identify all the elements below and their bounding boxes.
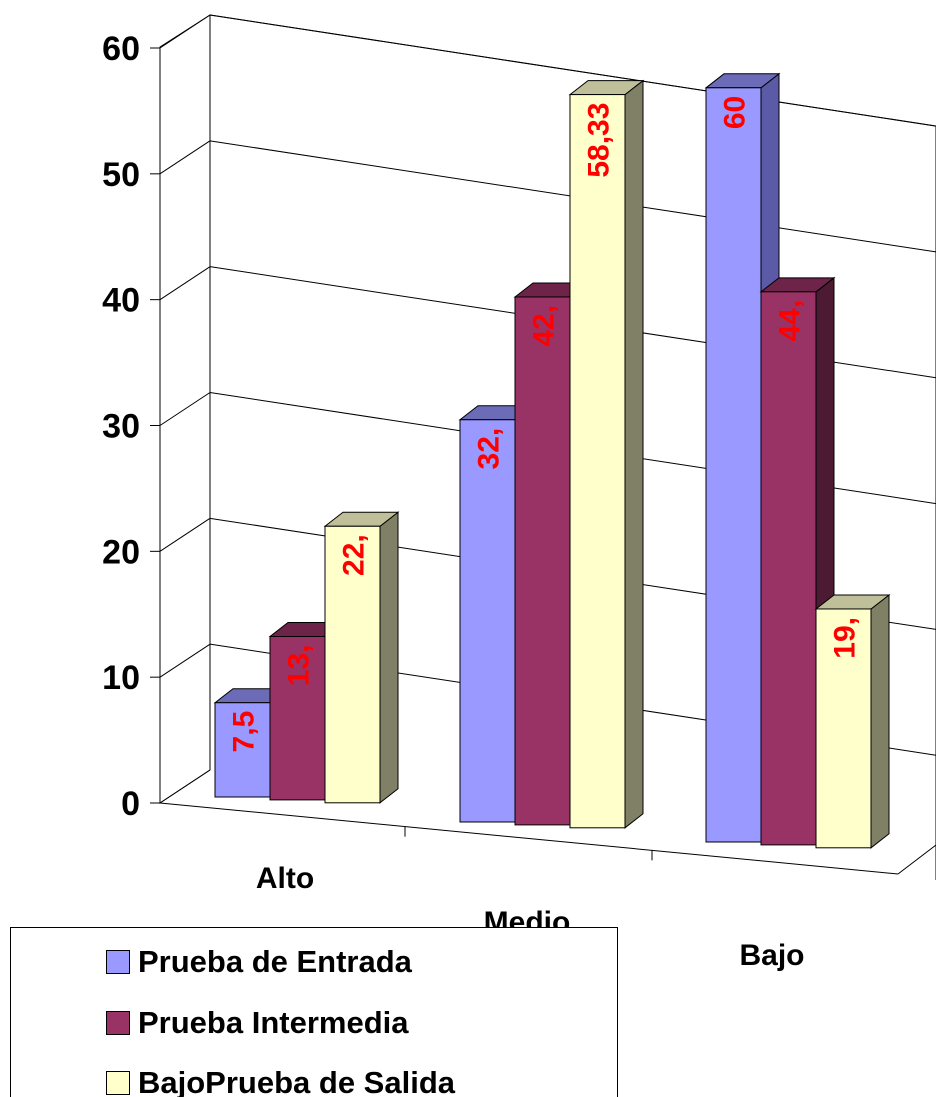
y-tick-label: 20 bbox=[102, 533, 140, 571]
data-label: 22, bbox=[338, 534, 371, 576]
data-label: 42, bbox=[528, 305, 561, 347]
data-label: 19, bbox=[829, 617, 862, 659]
legend-item-entrada: Prueba de Entrada bbox=[106, 944, 412, 980]
side-gridline bbox=[159, 392, 211, 426]
legend-swatch-salida bbox=[106, 1071, 130, 1095]
legend-label-entrada: Prueba de Entrada bbox=[138, 944, 412, 979]
y-tick-label: 10 bbox=[102, 659, 140, 697]
legend-item-intermedia: Prueba Intermedia bbox=[106, 1005, 408, 1041]
floor-front-edge bbox=[159, 802, 899, 875]
side-gridline bbox=[159, 769, 211, 804]
bar-side bbox=[624, 79, 644, 829]
bar bbox=[214, 702, 271, 798]
y-tick-label: 30 bbox=[102, 408, 140, 446]
gridline bbox=[209, 14, 936, 127]
bars: 7,5 13, 22, 32, 42, 58,33 60 44, 19, bbox=[213, 72, 891, 849]
data-label: 44, bbox=[774, 300, 807, 342]
side-gridline bbox=[159, 517, 211, 552]
y-tick-label: 40 bbox=[102, 282, 140, 320]
bar bbox=[705, 87, 762, 843]
data-label: 7,5 bbox=[228, 711, 261, 753]
bar bbox=[815, 608, 872, 849]
y-tick-label: 50 bbox=[102, 156, 140, 194]
bar-side bbox=[379, 511, 399, 804]
data-label: 60 bbox=[719, 96, 752, 129]
data-label: 32, bbox=[473, 428, 506, 470]
data-label: 13, bbox=[283, 644, 316, 686]
bar bbox=[760, 291, 817, 846]
side-gridline bbox=[159, 14, 211, 49]
bar bbox=[269, 635, 326, 801]
legend-item-salida: BajoPrueba de Salida bbox=[106, 1065, 455, 1097]
y-axis-ticks: 0 10 20 30 40 50 60 bbox=[102, 30, 160, 823]
side-gridline bbox=[159, 643, 211, 678]
legend-label-intermedia: Prueba Intermedia bbox=[138, 1005, 409, 1040]
floor-right-edge bbox=[897, 844, 936, 875]
legend-swatch-intermedia bbox=[106, 1011, 130, 1035]
side-gridline bbox=[159, 140, 211, 175]
y-tick-label: 0 bbox=[121, 785, 140, 823]
data-label: 58,33 bbox=[583, 103, 616, 178]
bar bbox=[514, 296, 571, 826]
legend: Prueba de Entrada Prueba Intermedia Bajo… bbox=[10, 927, 618, 1097]
side-gridline bbox=[159, 266, 211, 301]
category-label: Alto bbox=[256, 862, 314, 895]
bar bbox=[459, 419, 516, 823]
bar bbox=[569, 94, 626, 829]
legend-swatch-entrada bbox=[106, 950, 130, 974]
category-label: Bajo bbox=[739, 939, 804, 972]
y-tick-label: 60 bbox=[102, 30, 140, 68]
legend-label-salida: BajoPrueba de Salida bbox=[138, 1065, 455, 1097]
bar-side bbox=[870, 593, 890, 849]
bar bbox=[324, 525, 381, 804]
